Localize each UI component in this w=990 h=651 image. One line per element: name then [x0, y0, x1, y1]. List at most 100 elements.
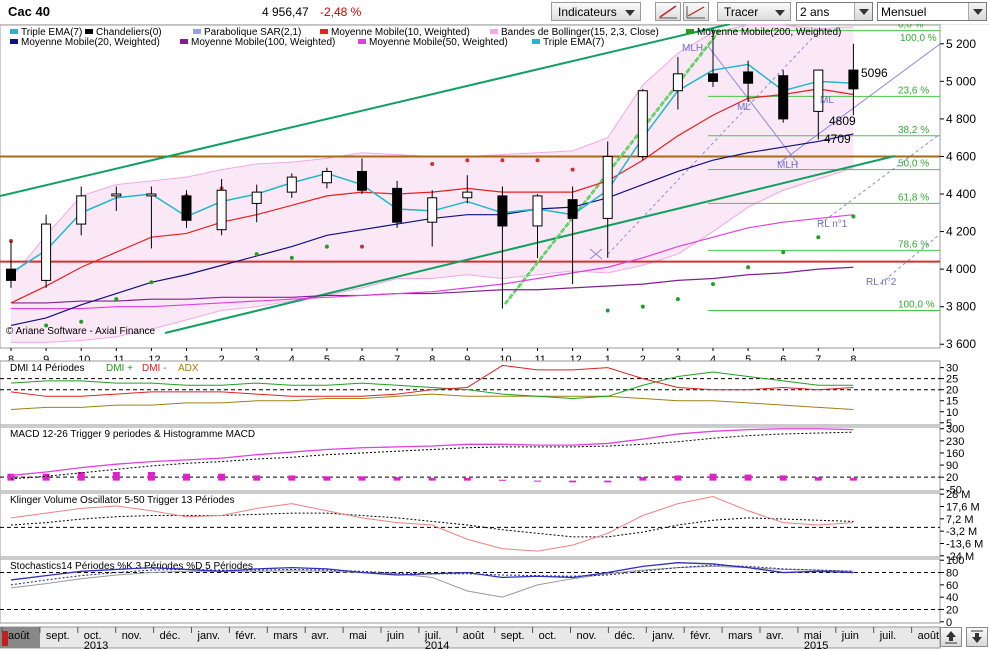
macd-histogram-bar: [674, 475, 682, 481]
y-tick-label: 28 M: [946, 489, 970, 501]
sar-dot: [711, 282, 715, 287]
x-tick-label: 8: [850, 354, 856, 366]
sar-dot: [605, 308, 610, 313]
x-tick-label: 7: [394, 354, 400, 366]
candle-body: [672, 73, 683, 92]
legend-label: Moyenne Mobile(20, Weighted): [21, 37, 160, 48]
timeline-month-label: juin: [386, 630, 404, 642]
top-toolbar: Cac 40 4 956,47 -2,48 % Indicateurs Trac…: [0, 0, 990, 25]
y-tick-label: 5 000: [946, 74, 976, 88]
x-tick-label: 9: [464, 354, 470, 366]
y-tick-label: 3 800: [946, 300, 976, 314]
x-tick-label: 11: [113, 354, 124, 366]
candle-body: [462, 191, 473, 199]
line-annotation: MLH: [682, 43, 703, 54]
chevron-down-icon: [775, 10, 785, 16]
y-tick-label: 20: [946, 385, 958, 397]
klinger-line: [10, 496, 854, 552]
x-tick-label: 9: [43, 354, 49, 366]
panel-title: DMI 14 Périodes: [10, 363, 84, 374]
candle-body: [6, 268, 16, 281]
move-down-button[interactable]: [966, 627, 988, 647]
timeline-year-label: 2013: [84, 640, 108, 650]
chart-area[interactable]: 0,0 % 23,6 % 38,2 % 50,0 % 61,8 % 78,6 % 100,0…: [0, 24, 990, 650]
y-tick-label: 4 400: [946, 187, 976, 201]
draw-dropdown[interactable]: Tracer: [717, 2, 791, 21]
line-tool-icon: [659, 5, 677, 19]
sar-dot: [640, 304, 645, 309]
sar-dot: [324, 244, 329, 249]
fibo-label: 78,6 %: [898, 239, 929, 250]
legend-swatch: [320, 29, 328, 34]
legend-swatch: [85, 29, 93, 34]
y-tick-label: -24 M: [946, 551, 974, 563]
klinger-trigger-line: [10, 512, 854, 538]
sar-dot: [360, 244, 364, 249]
indicators-dropdown[interactable]: Indicateurs: [551, 2, 641, 21]
candle-body: [743, 71, 754, 84]
fibo-label: 100,0 %: [900, 33, 937, 44]
x-tick-label: 5: [745, 354, 751, 366]
interval-select[interactable]: Mensuel: [877, 2, 987, 21]
timeline-month-label: oct.: [84, 630, 102, 642]
arrow-up-icon: [945, 631, 957, 644]
indicator-panel-frame: [0, 360, 941, 426]
timeline-month-label: août: [8, 630, 29, 642]
candle-body: [532, 195, 543, 227]
fibo-label: 38,2 %: [898, 125, 929, 136]
legend-swatch: [686, 29, 694, 34]
macd-histogram-bar: [849, 478, 857, 481]
timeline-month-label: sept.: [46, 630, 70, 642]
candle-body: [392, 187, 403, 223]
candle-body: [778, 75, 789, 120]
legend-label: Moyenne Mobile(100, Weighted): [191, 37, 335, 48]
candle-body: [111, 193, 122, 197]
y-tick-label: 0: [946, 617, 952, 629]
line-annotation: ML: [820, 95, 834, 106]
macd-histogram-bar: [112, 471, 120, 481]
y-tick-label: 80: [946, 568, 958, 580]
stoch-k-line: [10, 562, 854, 581]
timeline-month-label: févr.: [690, 630, 711, 642]
legend-label: Moyenne Mobile(50, Weighted): [369, 37, 508, 48]
legend-label: Triple EMA(7): [543, 37, 604, 48]
sar-dot: [114, 297, 119, 302]
macd-histogram-bar: [218, 473, 226, 481]
sar-dot: [289, 255, 294, 260]
candle-body: [848, 69, 859, 90]
dmi-minus-line: [10, 364, 854, 397]
price-annotation: 4709: [824, 132, 851, 146]
indicators-label: Indicateurs: [558, 5, 617, 19]
draw-fibo-button[interactable]: [683, 2, 709, 21]
stoch-slow-line: [10, 565, 854, 598]
x-tick-label: 6: [780, 354, 786, 366]
y-tick-label: -13,6 M: [946, 538, 983, 550]
draw-line-button[interactable]: [655, 2, 681, 21]
legend-label: Moyenne Mobile(10, Weighted): [331, 27, 470, 38]
timeline-month-label: févr.: [235, 630, 256, 642]
candle-body: [216, 189, 227, 231]
legend-swatch: [10, 39, 18, 44]
macd-histogram-bar: [42, 473, 50, 481]
trend-channel-lower: [164, 155, 896, 334]
timeline-month-label: mai: [349, 630, 367, 642]
macd-histogram-bar: [814, 477, 822, 481]
sar-dot: [254, 252, 259, 257]
x-tick-label: 8: [429, 354, 435, 366]
x-tick-label: 8: [8, 354, 14, 366]
move-up-button[interactable]: [940, 627, 962, 647]
sar-dot: [149, 280, 154, 285]
macd-histogram-bar: [428, 478, 436, 481]
candle-body: [181, 195, 192, 221]
x-tick-label: 2: [640, 354, 646, 366]
candle-body: [813, 69, 824, 112]
y-tick-label: 5 200: [946, 37, 976, 51]
candle-body: [286, 176, 297, 193]
period-select[interactable]: 2 ans: [796, 2, 873, 21]
period-value: 2 ans: [800, 5, 830, 19]
macd-histogram-bar: [7, 473, 15, 481]
channel-tool-icon: [686, 6, 705, 19]
timeline-month-label: juin: [841, 630, 859, 642]
fibo-label: 50,0 %: [898, 159, 929, 170]
candle-body: [567, 199, 578, 219]
